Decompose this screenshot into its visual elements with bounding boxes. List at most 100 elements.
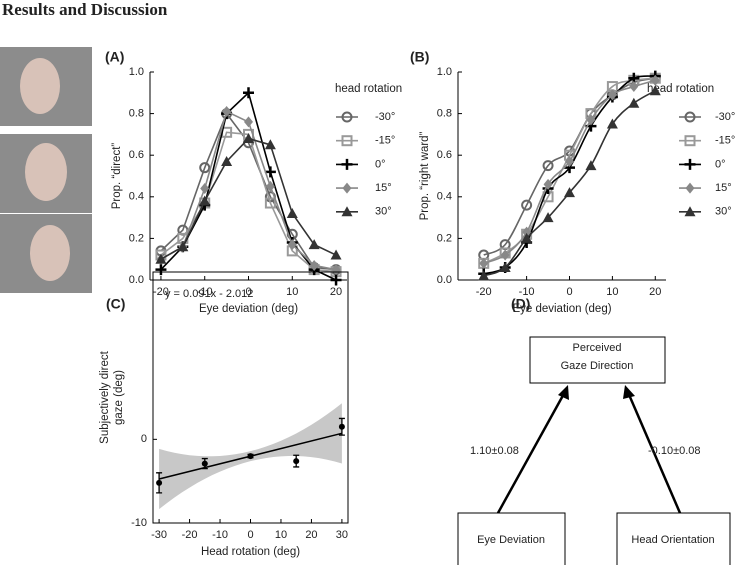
regression-equation: y = 0.091x - 2.012 [165,288,253,300]
legend-marker [684,111,696,123]
marker [543,178,553,190]
marker [199,195,211,206]
legend-label: 30° [375,206,392,218]
y-tick-label: 0.8 [129,108,144,120]
x-tick-label: 30 [336,529,348,541]
legend-marker [341,135,353,147]
legend-title: head rotation [647,83,714,95]
marker [287,239,297,251]
section-title: Results and Discussion [2,0,168,19]
face-head [30,225,70,281]
legend-marker [342,182,352,194]
legend-label: 15° [375,182,392,194]
y-tick-label: 0.4 [437,191,452,203]
marker [177,241,189,252]
x-tick-label: 0 [245,286,251,298]
node-label: Eye Deviation [477,534,545,546]
marker [200,182,210,194]
marker [500,249,510,261]
y-tick-label: 1.0 [437,66,452,78]
x-tick-label: -20 [153,286,169,298]
edge-label: 1.10±0.08 [470,445,519,457]
x-tick-label: -30 [151,529,167,541]
x-tick-label: 20 [330,286,342,298]
edge [625,389,682,514]
data-point [201,460,208,467]
node-label: Head Orientation [631,534,714,546]
node-box [457,512,566,570]
y-tick-label: 0.4 [129,191,144,203]
x-axis-label: Eye deviation (deg) [199,303,298,315]
panel-label: (A) [105,49,124,65]
y-tick-label: 0.0 [129,274,144,286]
y-tick-label: 1.0 [129,66,144,78]
marker [265,180,275,192]
legend-marker [684,135,696,147]
x-tick-label: 10 [606,286,618,298]
marker [585,160,597,171]
marker [264,166,276,178]
marker [586,114,596,126]
x-tick-label: 0 [247,529,253,541]
legend-label: 0° [375,158,386,170]
face-head [25,143,67,201]
marker [628,97,640,108]
legend-marker [684,206,696,217]
y-tick-label: 0.2 [437,232,452,244]
face-images [0,47,92,293]
marker [155,264,167,276]
edge [496,389,568,514]
marker [479,257,489,269]
marker [521,232,533,243]
x-tick-label: -10 [212,529,228,541]
y-tick-label: 0.6 [437,149,452,161]
legend-label: 30° [715,206,732,218]
y-axis-label: Prop. “direct” [111,143,123,210]
x-tick-label: -10 [197,286,213,298]
marker [499,262,511,273]
marker [478,270,490,281]
marker [564,187,576,198]
marker [542,160,554,172]
marker [221,155,233,166]
marker [286,207,298,218]
legend-label: -30° [375,111,395,123]
marker [330,249,342,260]
marker [264,139,276,150]
data-point [293,458,300,465]
marker [649,85,661,96]
arrow-head [623,385,635,399]
y-tick-label: 0.8 [437,108,452,120]
face-head [20,58,60,114]
panel-d: (D) Perceived Gaze Direction Eye Deviati… [457,296,731,570]
y-axis-label: Prop. “right ward” [419,131,431,220]
data-point [156,479,163,486]
x-tick-label: 20 [649,286,661,298]
x-axis-label: Head rotation (deg) [201,546,300,558]
marker [650,74,660,86]
x-tick-label: 20 [305,529,317,541]
legend-marker [685,182,695,194]
y-axis-label: Subjectively direct [99,350,111,443]
marker [330,274,342,286]
legend-label: -15° [715,135,735,147]
y-axis-label: gaze (deg) [113,370,125,425]
y-tick-label: 0.6 [129,149,144,161]
y-tick-label: -10 [131,517,147,529]
y-tick-label: 0 [141,433,147,445]
node-label: Gaze Direction [561,360,634,372]
data-point [338,423,345,430]
y-tick-label: 0.0 [437,274,452,286]
legend-marker [341,111,353,123]
marker [521,199,533,211]
marker [264,197,276,209]
x-axis-label: Eye deviation (deg) [512,303,611,315]
node-label: Perceived [573,342,622,354]
marker [309,259,319,271]
marker [607,89,617,101]
marker [606,118,618,129]
marker [542,212,554,223]
marker [308,239,320,250]
panel-label: (C) [106,296,125,312]
